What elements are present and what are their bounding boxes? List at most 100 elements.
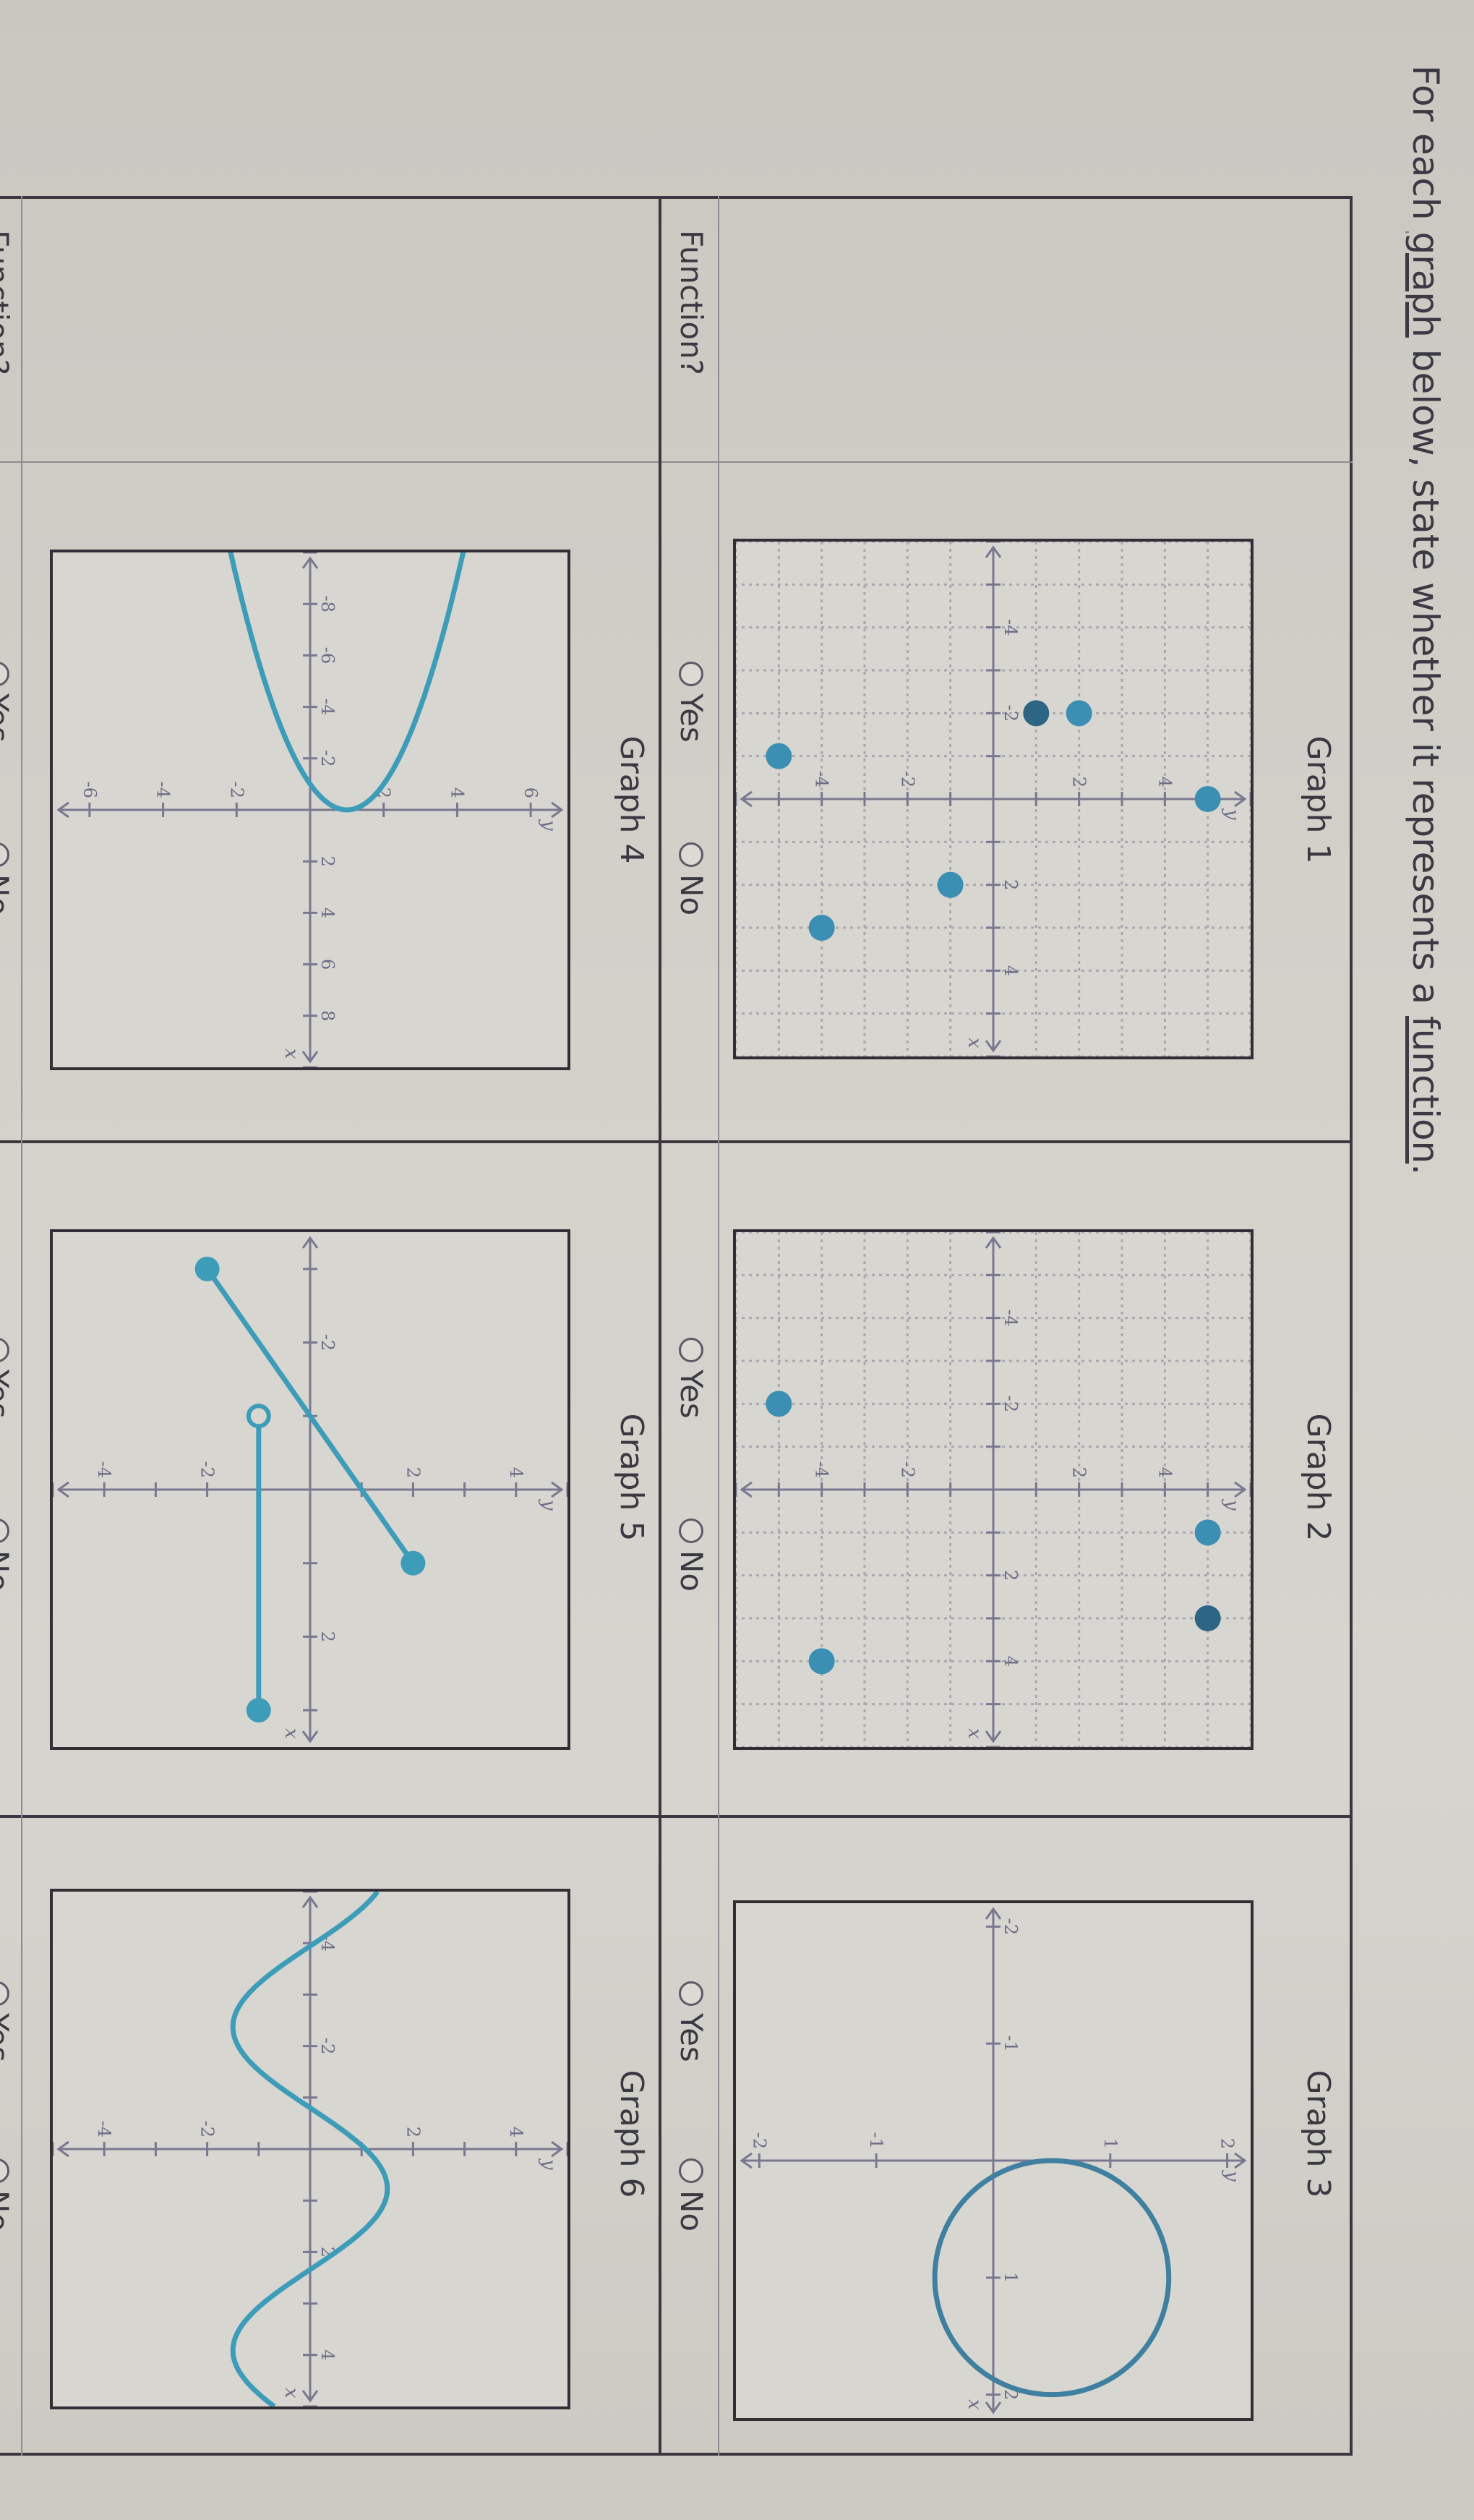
radio-label: Yes [0, 1370, 15, 1419]
graph-4-title: Graph 4 [613, 735, 650, 864]
radio-circle[interactable] [679, 1519, 704, 1543]
x-tick-label: 1 [1000, 2272, 1021, 2283]
x-axis-arrow-icon [985, 1730, 1002, 1743]
x-axis-arrow-icon [301, 1236, 319, 1249]
y-axis-arrow-icon [1234, 1481, 1247, 1498]
radio-circle[interactable] [679, 2158, 704, 2183]
row-divider [21, 196, 22, 2456]
y-axis-arrow-icon [551, 2140, 564, 2158]
graph-link[interactable]: graph [1405, 231, 1447, 338]
y-tick-label: -4 [812, 1461, 832, 1478]
graph-3-no-radio[interactable]: No [674, 2158, 709, 2231]
radio-label: No [674, 2190, 709, 2232]
graph-4-yes-radio[interactable]: Yes [0, 662, 15, 743]
y-axis-arrow-icon [1234, 2152, 1247, 2169]
y-axis-arrow-icon [551, 1481, 564, 1498]
x-tick-label: 2 [1000, 2389, 1021, 2400]
radio-circle[interactable] [0, 1519, 10, 1543]
row-divider [718, 196, 719, 2456]
x-tick-label: -4 [317, 699, 338, 715]
x-tick-label: -2 [317, 750, 338, 766]
x-tick-label: -4 [1000, 1310, 1021, 1326]
graph-5-yes-radio[interactable]: Yes [0, 1338, 15, 1419]
radio-circle[interactable] [0, 1981, 10, 2006]
x-tick-label: -1 [1000, 2035, 1021, 2051]
radio-label: No [0, 874, 15, 916]
graph-2-yes-radio[interactable]: Yes [674, 1338, 709, 1419]
radio-label: Yes [674, 2013, 709, 2062]
y-tick-label: 4 [1154, 777, 1175, 787]
y-tick-label: -4 [94, 1461, 114, 1478]
x-tick-label: -2 [317, 2038, 338, 2054]
line-segment [205, 1267, 416, 1565]
x-tick-label: -2 [1000, 705, 1021, 722]
x-tick-label: 4 [317, 907, 338, 918]
radio-circle[interactable] [0, 662, 10, 686]
y-axis-label: y [1221, 1499, 1243, 1511]
graph-6-yes-radio[interactable]: Yes [0, 1981, 15, 2062]
graph-5-title: Graph 5 [613, 1413, 650, 1542]
data-point [766, 743, 792, 769]
x-axis-arrow-icon [301, 556, 319, 569]
radio-label: Yes [0, 2013, 15, 2062]
graph-5-plot: -2 2 -4 -2 2 4 x y [50, 1229, 570, 1750]
x-axis-label: x [280, 1728, 302, 1739]
closed-endpoint [400, 1550, 426, 1576]
graph-4-no-radio[interactable]: No [0, 842, 15, 915]
y-axis-arrow-icon [56, 801, 69, 819]
y-tick-label: -2 [749, 2132, 769, 2149]
radio-label: Yes [0, 693, 15, 743]
x-tick-label: -2 [317, 1334, 338, 1351]
label-column-divider [0, 461, 1353, 463]
graph-3-title: Graph 3 [1300, 2070, 1337, 2198]
radio-circle[interactable] [0, 842, 10, 867]
radio-circle[interactable] [679, 1338, 704, 1362]
graph-2-no-radio[interactable]: No [674, 1519, 709, 1592]
y-axis-arrow-icon [740, 790, 753, 808]
table-top-border [1350, 196, 1353, 2456]
radio-label: Yes [674, 693, 709, 743]
y-tick-label: 2 [1217, 2138, 1238, 2149]
radio-circle[interactable] [679, 1981, 704, 2006]
radio-circle[interactable] [679, 662, 704, 686]
y-tick-label: 2 [1069, 777, 1089, 787]
radio-label: No [0, 1550, 15, 1592]
data-point [1194, 786, 1221, 812]
graph-5-no-radio[interactable]: No [0, 1519, 15, 1592]
function-row-label: Function? [0, 230, 15, 375]
open-endpoint [246, 1404, 271, 1429]
radio-label: No [674, 874, 709, 916]
column-divider [0, 1140, 1353, 1143]
radio-circle[interactable] [0, 2158, 10, 2183]
graph-4-plot: -8 -6 -4 -2 2 4 6 8 -6 -4 -2 2 4 6 x y [50, 550, 570, 1070]
x-axis-arrow-icon [301, 1051, 319, 1064]
graph-2-title: Graph 2 [1300, 1413, 1337, 1542]
sinusoid-curve [230, 1892, 390, 2406]
graph-1-no-radio[interactable]: No [674, 842, 709, 915]
y-tick-label: 4 [1154, 1467, 1175, 1478]
x-tick-label: -4 [1000, 619, 1021, 636]
radio-label: No [674, 1550, 709, 1592]
x-tick-label: 6 [317, 959, 338, 970]
x-axis-label: x [280, 2388, 302, 2399]
data-point [1194, 1519, 1221, 1546]
x-axis-arrow-icon [985, 1236, 1002, 1249]
y-tick-label: -6 [80, 782, 100, 798]
y-axis-label: y [1221, 2170, 1243, 2182]
radio-circle[interactable] [0, 1338, 10, 1362]
graph-6-no-radio[interactable]: No [0, 2158, 15, 2231]
radio-label: No [0, 2190, 15, 2232]
graph-canvas: -2 2 -4 -2 2 4 x y [53, 1236, 567, 1743]
function-link[interactable]: function [1405, 1016, 1447, 1164]
graph-3-yes-radio[interactable]: Yes [674, 1981, 709, 2062]
graph-1-yes-radio[interactable]: Yes [674, 662, 709, 743]
x-tick-label: 2 [1000, 879, 1021, 890]
data-point [1023, 700, 1050, 727]
y-axis-label: y [1221, 808, 1243, 820]
graph-6-title: Graph 6 [613, 2070, 650, 2198]
x-tick-label: 2 [317, 856, 338, 867]
x-axis-label: x [964, 1038, 985, 1048]
radio-circle[interactable] [679, 842, 704, 867]
table-left-border [0, 196, 1353, 199]
y-axis-arrow-icon [56, 1481, 69, 1498]
